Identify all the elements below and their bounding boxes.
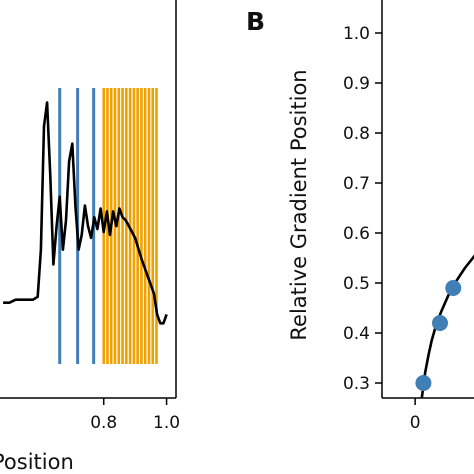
panel-a: 0.8 1.0 Position [0,0,180,474]
panel-a-x-ticks: 0.8 1.0 [90,398,180,433]
panel-b-point-0 [415,375,432,391]
panel-b-point-2 [445,280,462,296]
panel-b-x-ticks: 0 [410,398,421,433]
panel-b-y-tick-label-4: 0.7 [343,174,370,194]
panel-b-points [415,280,462,391]
panel-b-y-tick-label-5: 0.8 [343,124,370,144]
panel-b-y-tick-label-7: 1.0 [343,24,370,44]
panel-b-y-tick-label-1: 0.4 [343,324,370,344]
panel-b-fit-curve [420,254,474,399]
panel-b-y-tick-label-0: 0.3 [343,374,370,394]
panel-b-y-axis-title: Relative Gradient Position [287,69,311,340]
panel-b-letter: B [246,7,265,36]
panel-a-x-axis-title: Position [0,450,74,474]
panel-b-x-tick-label-0: 0 [410,413,421,433]
panel-b-y-tick-label-2: 0.5 [343,274,370,294]
panel-a-x-tick-label-1: 1.0 [153,413,180,433]
panel-b: B 0.3 0.4 0.5 0.6 0.7 0.8 0.9 1.0 0 Relative Gr… [246,0,474,433]
panel-a-x-tick-label-0: 0.8 [90,413,117,433]
panel-b-y-tick-label-6: 0.9 [343,74,370,94]
panel-b-point-1 [432,315,448,331]
panel-b-y-tick-label-3: 0.6 [343,224,370,244]
panel-a-trace-line [3,101,168,325]
panel-b-y-ticks: 0.3 0.4 0.5 0.6 0.7 0.8 0.9 1.0 [343,24,382,394]
